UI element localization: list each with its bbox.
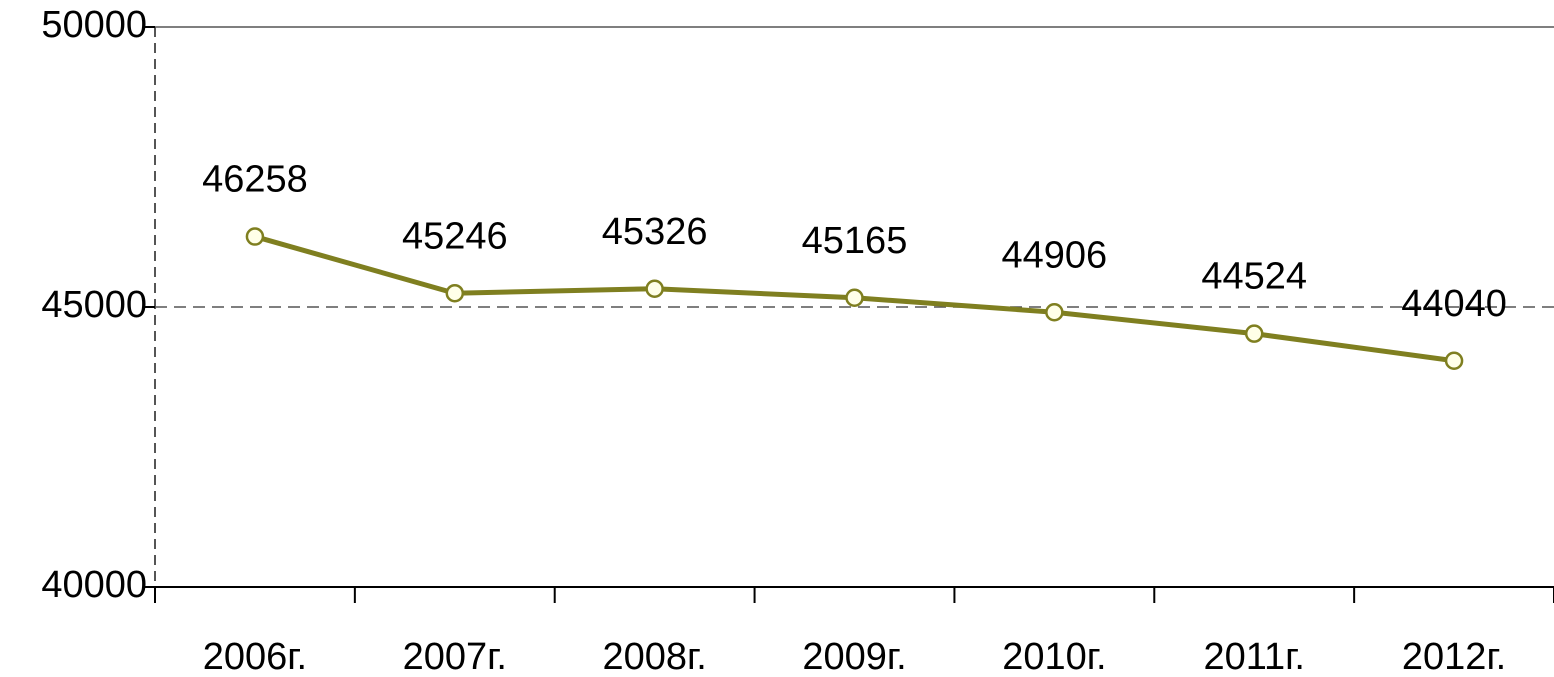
marker <box>845 288 864 308</box>
marker <box>1045 303 1064 322</box>
y-tick-label: 40000 <box>41 564 147 606</box>
y-tick-label: 45000 <box>41 284 147 326</box>
x-tick-label: 2007г. <box>403 636 507 677</box>
marker <box>1244 324 1264 343</box>
marker <box>1444 351 1464 371</box>
y-tick-label: 50000 <box>41 4 147 46</box>
marker <box>445 283 465 303</box>
x-tick-label: 2012г. <box>1402 636 1506 677</box>
x-tick-label: 2010г. <box>1002 636 1106 677</box>
data-label: 44040 <box>1401 283 1507 325</box>
x-tick-label: 2009г. <box>802 636 906 677</box>
x-tick-label: 2008г. <box>602 636 706 677</box>
data-label: 45326 <box>602 211 708 253</box>
marker <box>245 227 265 246</box>
marker <box>645 279 664 298</box>
data-label: 45165 <box>802 220 908 262</box>
x-tick-label: 2006г. <box>203 636 307 677</box>
data-label: 46258 <box>202 159 308 201</box>
data-label: 45246 <box>402 215 508 257</box>
x-tick-label: 2011г. <box>1203 636 1305 677</box>
data-label: 44906 <box>1002 234 1108 276</box>
data-label: 44524 <box>1201 256 1307 298</box>
